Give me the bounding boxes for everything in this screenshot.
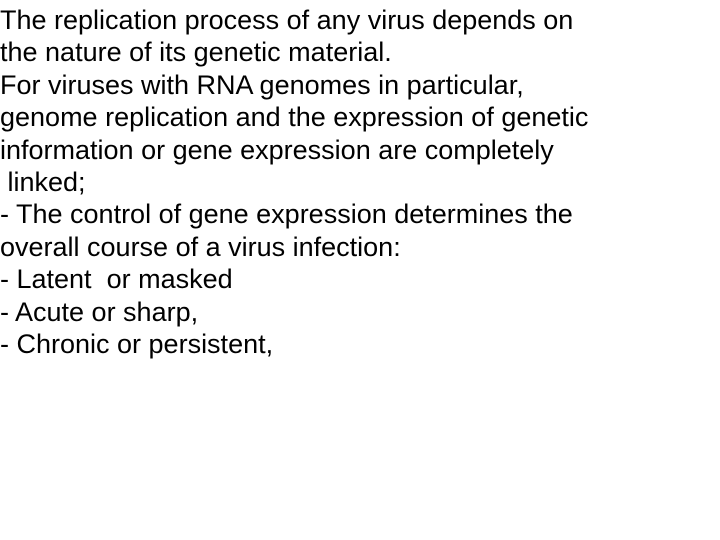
text-line: - Chronic or persistent, [0, 328, 720, 360]
text-line: linked; [0, 166, 720, 198]
slide: The replication process of any virus dep… [0, 0, 720, 540]
text-line: - Acute or sharp, [0, 296, 720, 328]
text-line: - Latent or masked [0, 263, 720, 295]
text-line: The replication process of any virus dep… [0, 4, 720, 36]
text-line: overall course of a virus infection: [0, 231, 720, 263]
text-line: information or gene expression are compl… [0, 134, 720, 166]
text-line: genome replication and the expression of… [0, 101, 720, 133]
text-line: the nature of its genetic material. [0, 36, 720, 68]
text-line: - The control of gene expression determi… [0, 198, 720, 230]
text-line: For viruses with RNA genomes in particul… [0, 69, 720, 101]
